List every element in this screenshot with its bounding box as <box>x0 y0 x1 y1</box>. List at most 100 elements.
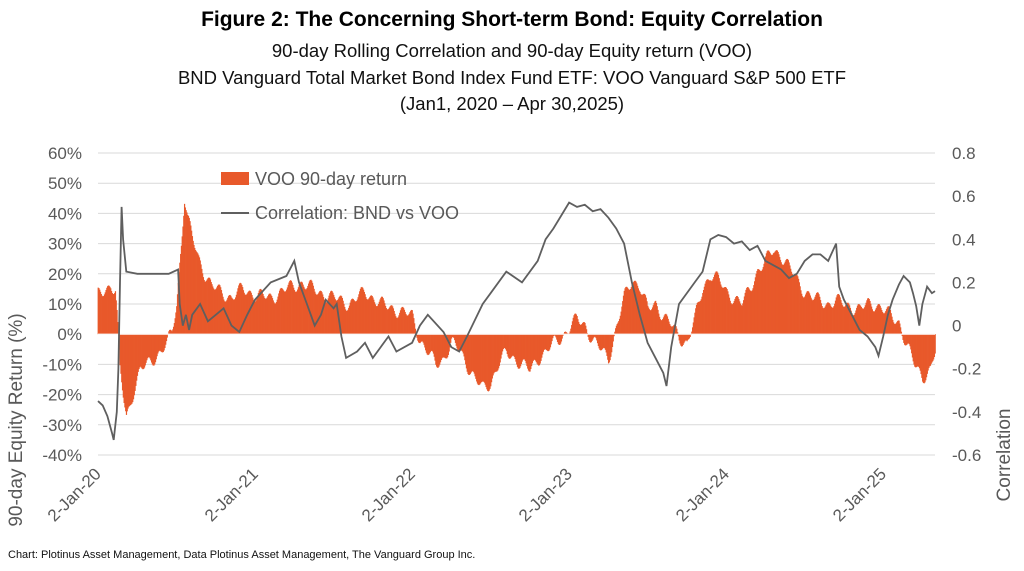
bar-voo-return <box>101 295 103 335</box>
bar-voo-return <box>561 334 563 339</box>
bar-voo-return <box>233 299 235 335</box>
bar-voo-return <box>603 334 605 348</box>
bar-voo-return <box>190 225 192 335</box>
bar-voo-return <box>172 329 174 335</box>
bar-voo-return <box>364 294 366 335</box>
bar-voo-return <box>243 292 245 335</box>
chart-subtitle-3: (Jan1, 2020 – Apr 30,2025) <box>399 93 625 114</box>
bar-voo-return <box>487 334 489 391</box>
bar-voo-return <box>445 334 447 359</box>
bar-voo-return <box>424 334 426 348</box>
bar-voo-return <box>339 295 341 335</box>
bar-voo-return <box>912 334 914 362</box>
bar-voo-return <box>502 334 504 350</box>
bar-voo-return <box>542 334 544 355</box>
bar-voo-return <box>497 334 499 371</box>
bar-voo-return <box>764 260 766 335</box>
bar-voo-return <box>513 334 515 357</box>
bar-voo-return <box>872 311 874 335</box>
bar-voo-return <box>709 280 711 335</box>
bar-voo-return <box>465 334 468 369</box>
bar-voo-return <box>454 334 456 341</box>
bar-voo-return <box>777 251 779 335</box>
bar-voo-return <box>874 311 876 335</box>
bar-voo-return <box>841 305 844 335</box>
bar-voo-return <box>255 300 257 335</box>
bar-voo-return <box>319 291 321 335</box>
bar-voo-return <box>483 334 485 382</box>
bar-voo-return <box>577 319 579 335</box>
bar-voo-return <box>636 283 638 335</box>
bar-voo-return <box>802 297 804 335</box>
bar-voo-return <box>343 303 345 335</box>
bar-voo-return <box>185 210 187 335</box>
bar-voo-return <box>368 298 370 335</box>
bar-voo-return <box>629 289 631 335</box>
bar-voo-return <box>294 291 296 335</box>
bar-voo-return <box>496 334 498 372</box>
bar-voo-return <box>605 334 607 353</box>
bar-voo-return <box>750 291 752 335</box>
bar-voo-return <box>812 300 814 335</box>
bar-voo-return <box>571 321 574 335</box>
bar-voo-return <box>659 319 661 335</box>
bar-voo-return <box>827 302 830 335</box>
bar-voo-return <box>370 295 372 335</box>
bar-voo-return <box>664 314 666 335</box>
bar-voo-return <box>895 323 897 335</box>
bar-voo-return <box>234 299 236 335</box>
bar-voo-return <box>849 305 851 335</box>
bar-voo-return <box>109 286 111 335</box>
bar-voo-return <box>316 294 318 335</box>
bar-voo-return <box>202 273 204 335</box>
bar-voo-return <box>371 295 373 335</box>
bar-voo-return <box>686 334 688 342</box>
bar-voo-return <box>264 298 267 335</box>
bar-voo-return <box>429 334 431 353</box>
bar-voo-return <box>129 334 131 406</box>
bar-voo-return <box>640 294 643 335</box>
bar-voo-return <box>111 293 113 335</box>
bar-voo-return <box>739 303 742 335</box>
bar-voo-return <box>606 334 608 356</box>
bar-voo-return <box>362 289 365 335</box>
x-tick-label: 2-Jan-21 <box>201 464 262 525</box>
bar-voo-return <box>589 334 591 342</box>
bar-voo-return <box>414 328 417 335</box>
bar-voo-return <box>275 302 278 335</box>
bar-voo-return <box>401 306 403 335</box>
bar-voo-return <box>905 334 907 346</box>
bar-voo-return <box>514 334 516 359</box>
bar-voo-return <box>833 306 835 335</box>
bar-voo-return <box>201 268 203 335</box>
bar-voo-return <box>640 293 642 335</box>
bar-voo-return <box>143 334 145 369</box>
bar-voo-return <box>768 250 770 335</box>
bar-voo-return <box>378 301 380 335</box>
bar-voo-return <box>490 334 492 387</box>
chart-canvas: -40% -30% -20% -10% 0% 10% 20% 30% 40% 50% 60% -0.… <box>6 144 1015 527</box>
bar-voo-return <box>375 305 377 335</box>
bar-voo-return <box>662 317 665 335</box>
bar-voo-return <box>387 309 389 335</box>
bar-voo-return <box>670 326 672 335</box>
bar-voo-return <box>440 334 442 360</box>
bar-voo-return <box>122 334 124 398</box>
bar-voo-return <box>822 307 824 335</box>
bar-voo-return <box>186 212 188 335</box>
bar-voo-return <box>620 311 622 335</box>
bar-voo-return <box>112 294 114 335</box>
bar-voo-return <box>860 306 863 335</box>
bar-voo-return <box>635 281 637 335</box>
bar-voo-return <box>823 307 826 335</box>
bar-voo-return <box>504 334 506 349</box>
bar-voo-return <box>396 318 398 335</box>
bar-voo-return <box>170 330 172 335</box>
bar-voo-return <box>584 322 586 335</box>
bar-voo-return <box>684 334 687 341</box>
bar-voo-return <box>530 334 532 370</box>
bar-voo-return <box>464 334 466 361</box>
right-tick-label: -0.4 <box>952 403 981 422</box>
bar-voo-return <box>154 334 156 365</box>
bar-voo-return <box>779 259 782 335</box>
